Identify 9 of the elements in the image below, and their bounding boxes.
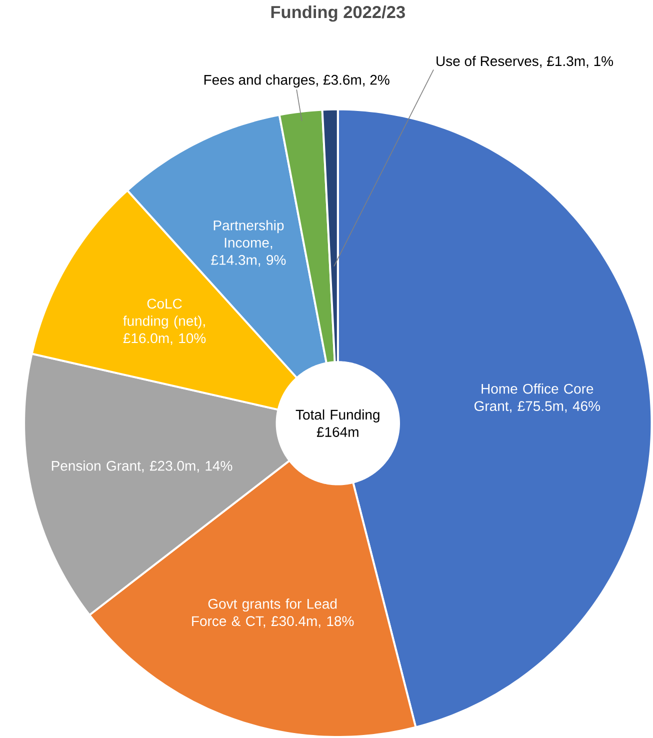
slice-label: Fees and charges, £3.6m, 2% xyxy=(204,74,390,88)
text: Total Funding £164m xyxy=(296,409,380,437)
slice-label: CoLC funding (net), £16.0m, 10% xyxy=(123,298,206,345)
slice-label: Use of Reserves, £1.3m, 1% xyxy=(436,56,614,68)
slice-label: Pension Grant, £23.0m, 14% xyxy=(52,460,232,472)
slice-label: Partnership Income, £14.3m, 9% xyxy=(211,220,286,267)
chart-title: Funding 2022/23 xyxy=(272,5,406,22)
slice-label: Home Office Core Grant, £75.5m, 46% xyxy=(474,383,600,413)
slice-label: Govt grants for Lead Force & CT, £30.4m, 18% xyxy=(192,598,354,628)
